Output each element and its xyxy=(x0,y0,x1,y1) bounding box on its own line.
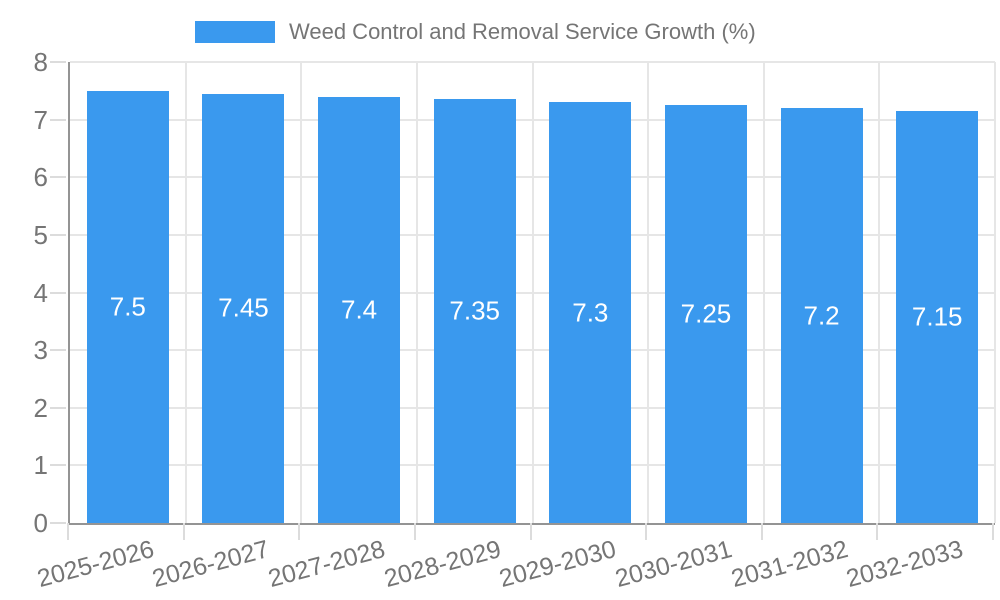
bar[interactable]: 7.15 xyxy=(896,110,979,523)
gridline-vertical xyxy=(415,62,418,523)
x-axis-tick-mark xyxy=(992,523,994,540)
legend-label: Weed Control and Removal Service Growth … xyxy=(289,19,756,44)
x-axis-tick-mark xyxy=(529,523,532,540)
y-axis-tick-mark xyxy=(50,233,66,236)
y-axis-tick-label: 2 xyxy=(33,392,48,423)
bar[interactable]: 7.3 xyxy=(549,102,632,523)
x-axis-tick-mark xyxy=(67,523,69,540)
y-axis-tick-mark xyxy=(50,522,66,524)
gridline-vertical xyxy=(878,62,881,523)
y-axis-tick-mark xyxy=(50,176,66,179)
legend-item[interactable]: Weed Control and Removal Service Growth … xyxy=(195,17,756,47)
bar-value-label: 7.35 xyxy=(449,295,500,326)
y-axis-tick-label: 3 xyxy=(33,335,48,366)
y-axis-tick-label: 1 xyxy=(33,450,48,481)
x-axis-tick-mark xyxy=(182,523,185,540)
gridline-vertical xyxy=(647,62,650,523)
y-axis-tick-label: 7 xyxy=(33,104,48,135)
y-axis-tick-mark xyxy=(50,406,66,409)
bar[interactable]: 7.45 xyxy=(202,93,285,523)
y-axis-tick-mark xyxy=(50,291,66,294)
x-axis-tick-mark xyxy=(413,523,416,540)
y-axis-tick-label: 8 xyxy=(33,47,48,77)
bar-value-label: 7.15 xyxy=(911,301,963,332)
y-axis-tick-label: 6 xyxy=(33,162,48,193)
y-axis-tick-mark xyxy=(50,61,66,63)
bar-value-label: 7.3 xyxy=(572,297,609,328)
gridline-vertical xyxy=(184,62,187,523)
y-axis-tick-label: 5 xyxy=(33,219,48,250)
y-axis-tick-mark xyxy=(50,349,66,352)
gridline-vertical xyxy=(994,62,996,523)
y-axis-tick-label: 4 xyxy=(33,277,48,308)
plot-area: 7.5 7.45 7.4 7.35 7.3 7.25 7.2 7.15 xyxy=(68,61,996,525)
legend-swatch xyxy=(195,21,275,43)
gridline-vertical xyxy=(300,62,303,523)
bar[interactable]: 7.5 xyxy=(86,90,169,523)
bar[interactable]: 7.25 xyxy=(664,105,747,523)
x-axis-tick-mark xyxy=(760,523,763,540)
gridline-vertical xyxy=(531,62,534,523)
bar-value-label: 7.2 xyxy=(803,300,840,331)
bar-value-label: 7.4 xyxy=(340,294,378,325)
bar[interactable]: 7.35 xyxy=(433,99,516,523)
bar-value-label: 7.25 xyxy=(680,298,732,329)
x-axis-tick-mark xyxy=(298,523,301,540)
y-axis-tick-label: 0 xyxy=(33,508,48,538)
gridline-vertical xyxy=(762,62,765,523)
bar-value-label: 7.45 xyxy=(218,292,269,323)
bar[interactable]: 7.2 xyxy=(780,108,863,523)
x-axis-tick-mark xyxy=(876,523,879,540)
y-axis-tick-mark xyxy=(50,118,66,121)
bar-value-label: 7.5 xyxy=(109,291,146,322)
bar[interactable]: 7.4 xyxy=(318,96,401,523)
y-axis-tick-mark xyxy=(50,464,66,467)
x-axis-tick-mark xyxy=(645,523,648,540)
